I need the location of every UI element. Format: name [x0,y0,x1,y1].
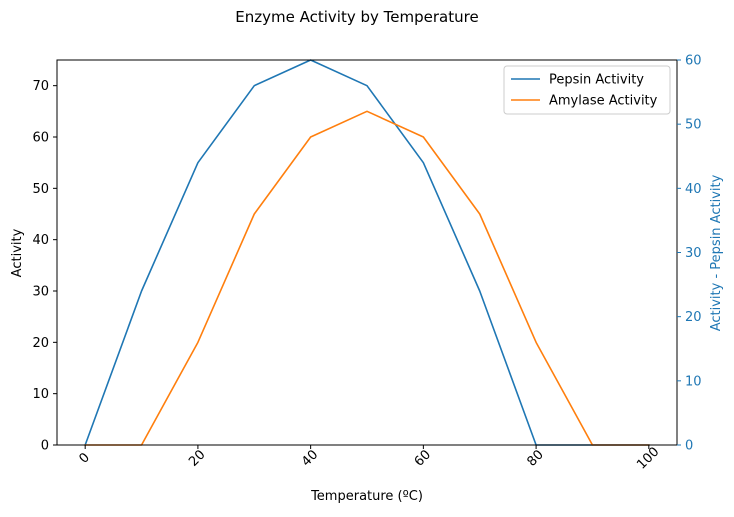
legend: Pepsin Activity Amylase Activity [503,65,671,115]
y-tick-label: 70 [32,79,49,94]
y-tick-label: 50 [32,182,49,197]
y-tick-label: 0 [41,439,49,454]
x-tick-label: 60 [412,447,434,469]
x-tick-label: 80 [524,447,546,469]
y-tick-label: 40 [32,233,49,248]
y2-tick-label: 30 [685,246,702,261]
legend-box [503,65,671,115]
y-tick-label: 60 [32,131,49,146]
x-axis-label: Temperature (ºC) [310,489,423,504]
y-tick-label: 10 [32,387,49,402]
chart-title: Enzyme Activity by Temperature [235,8,478,26]
y2-tick-label: 0 [685,439,693,454]
y2-tick-label: 20 [685,310,702,325]
plot-area: 0 20 40 60 80 100 0 10 20 30 40 50 60 70 0 10 20 30 40 50 60 [32,54,701,473]
legend-label: Pepsin Activity [549,73,644,88]
x-tick-label: 20 [186,447,208,469]
series-line-pepsin-activity [84,59,650,447]
y2-tick-label: 10 [685,374,702,389]
x-tick-label: 40 [299,447,321,469]
series-line-amylase-activity [84,110,650,446]
y-axis-label: Activity [10,228,25,277]
x-tick-label: 0 [76,450,92,466]
y2-tick-label: 50 [685,118,702,133]
plot-frame [56,59,678,446]
y-tick-label: 30 [32,285,49,300]
y2-tick-label: 40 [685,182,702,197]
x-tick-label: 100 [634,444,662,472]
y2-axis-label: Activity - Pepsin Activity [709,174,724,331]
y-tick-label: 20 [32,336,49,351]
legend-label: Amylase Activity [549,94,658,109]
y2-tick-label: 60 [685,54,702,69]
